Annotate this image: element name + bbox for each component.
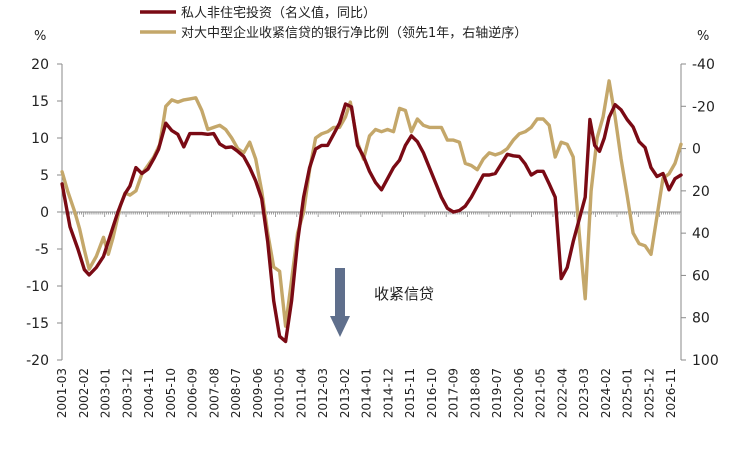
x-axis-tick-label: 2006-09 [186, 368, 200, 418]
left-axis-tick-label: 10 [31, 131, 49, 147]
left-axis-tick-label: 5 [40, 168, 49, 184]
right-axis-unit-label: % [697, 29, 709, 44]
down-arrow-icon [330, 268, 350, 337]
left-axis-tick-label: 20 [31, 57, 49, 73]
left-axis-tick-label: 15 [31, 94, 49, 110]
x-axis-tick-label: 2023-03 [577, 368, 591, 418]
series-line-bank-credit-tightening [60, 79, 683, 328]
legend-label-2: 对大中型企业收紧信贷的银行净比例（领先1年，右轴逆序） [181, 25, 527, 41]
right-axis-tick-label: 0 [692, 142, 701, 158]
right-axis-tick-label: 80 [692, 311, 710, 327]
x-axis-tick-label: 2025-01 [621, 368, 635, 418]
x-axis-tick-label: 2021-05 [534, 368, 548, 418]
left-axis-tick-label: -15 [26, 316, 49, 332]
x-axis-tick-label: 2018-08 [468, 368, 482, 418]
x-axis-tick-label: 2008-07 [229, 368, 243, 418]
annotation-label: 收紧信贷 [374, 285, 434, 303]
left-axis-tick-label: -10 [26, 279, 49, 295]
x-axis-tick-label: 2003-01 [99, 368, 113, 418]
x-axis-tick-label: 2003-12 [120, 368, 134, 418]
x-axis-tick-label: 2004-11 [142, 368, 156, 418]
x-axis-tick-label: 2022-04 [555, 368, 569, 418]
right-axis-tick-label: -40 [692, 57, 715, 73]
x-axis-tick-label: 2024-02 [599, 368, 613, 418]
x-axis-tick-label: 2010-05 [273, 368, 287, 418]
x-axis-tick-label: 2007-08 [207, 368, 221, 418]
x-axis-tick-label: 2014-12 [381, 368, 395, 418]
x-axis-tick-label: 2016-10 [425, 368, 439, 418]
left-axis-unit-label: % [34, 29, 46, 44]
x-axis-tick-label: 2005-10 [164, 368, 178, 418]
x-axis-tick-label: 2011-04 [294, 368, 308, 418]
right-axis-tick-label: 20 [692, 184, 710, 200]
right-axis-tick-label: 60 [692, 268, 710, 284]
left-axis-tick-label: -5 [35, 242, 49, 258]
x-axis-tick-label: 2015-11 [403, 368, 417, 418]
x-axis-tick-label: 2019-07 [490, 368, 504, 418]
left-axis-tick-label: 0 [40, 205, 49, 221]
x-axis-tick-label: 2012-03 [316, 368, 330, 418]
series-line-private-nonresidential-investment [60, 102, 683, 344]
legend-label-1: 私人非住宅投资（名义值，同比） [181, 5, 376, 21]
x-axis-tick-label: 2014-01 [360, 368, 374, 418]
right-axis-tick-label: 100 [692, 353, 719, 369]
x-axis-tick-label: 2013-02 [338, 368, 352, 418]
right-axis-tick-label: -20 [692, 99, 715, 115]
x-axis-tick-label: 2020-06 [512, 368, 526, 418]
x-axis-tick-label: 2017-09 [447, 368, 461, 418]
x-axis-tick-label: 2002-02 [77, 368, 91, 418]
x-axis-tick-label: 2001-03 [55, 368, 69, 418]
right-axis-tick-label: 40 [692, 226, 710, 242]
x-axis-tick-label: 2009-06 [251, 368, 265, 418]
x-axis-tick-label: 2026-11 [664, 368, 678, 418]
x-axis-tick-label: 2025-12 [642, 368, 656, 418]
left-axis-tick-label: -20 [26, 353, 49, 369]
